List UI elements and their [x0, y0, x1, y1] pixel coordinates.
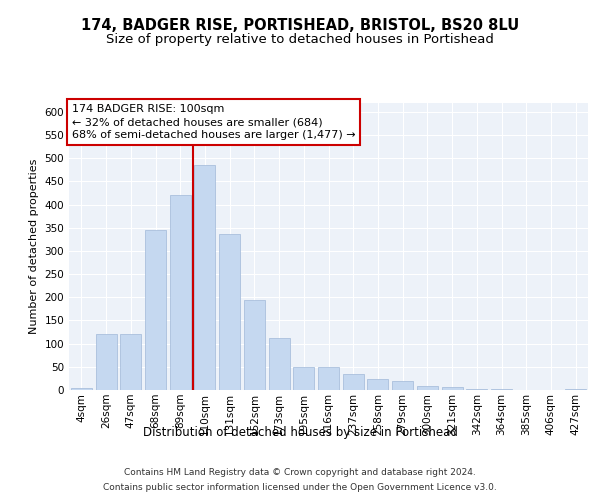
Bar [244, 300, 265, 390]
Bar [145, 230, 166, 390]
Bar [442, 387, 463, 390]
Text: Distribution of detached houses by size in Portishead: Distribution of detached houses by size … [143, 426, 457, 439]
Bar [293, 367, 314, 390]
Bar [95, 334, 116, 390]
Bar [466, 388, 487, 390]
Bar [219, 234, 240, 390]
Text: Contains public sector information licensed under the Open Government Licence v3: Contains public sector information licen… [103, 483, 497, 492]
Bar [194, 165, 215, 390]
Bar [565, 389, 586, 390]
Bar [343, 374, 364, 390]
Bar [170, 195, 191, 390]
Text: 174, BADGER RISE, PORTISHEAD, BRISTOL, BS20 8LU: 174, BADGER RISE, PORTISHEAD, BRISTOL, B… [81, 18, 519, 32]
Bar [367, 379, 388, 390]
Text: Contains HM Land Registry data © Crown copyright and database right 2024.: Contains HM Land Registry data © Crown c… [124, 468, 476, 477]
Y-axis label: Number of detached properties: Number of detached properties [29, 158, 39, 334]
Bar [392, 381, 413, 390]
Text: 174 BADGER RISE: 100sqm
← 32% of detached houses are smaller (684)
68% of semi-d: 174 BADGER RISE: 100sqm ← 32% of detache… [71, 104, 355, 141]
Bar [120, 334, 141, 390]
Bar [71, 388, 92, 390]
Bar [318, 367, 339, 390]
Bar [491, 389, 512, 390]
Text: Size of property relative to detached houses in Portishead: Size of property relative to detached ho… [106, 32, 494, 46]
Bar [417, 386, 438, 390]
Bar [269, 338, 290, 390]
